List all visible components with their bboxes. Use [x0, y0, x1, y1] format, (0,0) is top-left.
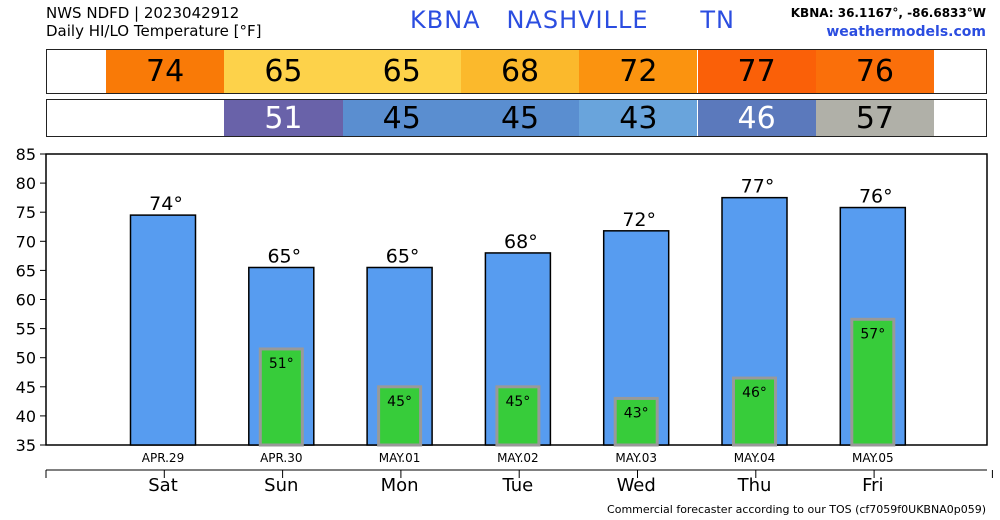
high-temp-cell: 68 [460, 50, 580, 93]
high-temp-strip: 74 65 65 68 72 77 76 [46, 49, 987, 94]
low-temp-cell: 43 [579, 100, 698, 136]
x-day-label: Wed [617, 475, 656, 496]
low-temp-cell: 45 [342, 100, 461, 136]
high-temp-cell: 77 [697, 50, 816, 93]
x-date-label: MAY.02 [497, 451, 539, 465]
footer-note: Commercial forecaster according to our T… [607, 503, 986, 516]
high-temp-cell: 65 [342, 50, 461, 93]
x-date-label: MAY.05 [852, 451, 894, 465]
y-tick-label: 35 [16, 436, 36, 455]
x-day-label: Sun [264, 475, 298, 496]
high-bar-label: 68° [504, 231, 538, 253]
low-bar [732, 376, 777, 447]
low-bar [495, 385, 541, 447]
y-tick-label: 45 [16, 378, 36, 397]
station-state: TN [700, 6, 735, 34]
x-day-label: Thu [737, 475, 772, 496]
product-subtitle: Daily HI/LO Temperature [°F] [46, 22, 262, 40]
high-bar-label: 65° [386, 245, 420, 267]
high-temp-cell: 76 [815, 50, 935, 93]
site-link[interactable]: weathermodels.com [826, 24, 986, 40]
station-coords: KBNA: 36.1167°, -86.6833°W [790, 6, 986, 20]
low-bar [258, 347, 304, 447]
y-tick-label: 40 [16, 407, 36, 426]
low-temp-cell: 57 [815, 100, 935, 136]
low-bar [377, 385, 423, 447]
high-bar-label: 74° [149, 193, 183, 215]
low-bar-label: 45° [505, 394, 530, 410]
low-temp-strip: 51 45 45 43 46 57 [46, 99, 987, 137]
station-name: NASHVILLE [506, 6, 649, 34]
y-tick-label: 75 [16, 203, 36, 222]
y-tick-label: 85 [16, 145, 36, 164]
x-day-label: Sat [148, 475, 178, 496]
low-bar [850, 317, 896, 447]
y-tick-label: 65 [16, 261, 36, 280]
x-day-label: Fri [862, 475, 883, 496]
high-temp-cell: 65 [224, 50, 343, 93]
high-bar [129, 214, 197, 446]
high-bar-label: 77° [741, 176, 775, 198]
low-temp-cell: 46 [697, 100, 816, 136]
x-date-label: APR.29 [142, 451, 184, 465]
station-title: KBNA NASHVILLE TN [410, 6, 735, 34]
high-bar-label: 76° [859, 186, 893, 208]
x-day-label: Tue [502, 475, 534, 496]
low-bar [613, 396, 659, 447]
y-tick-label: 60 [16, 291, 36, 310]
x-date-label: MAY.01 [379, 451, 421, 465]
x-date-label: APR.30 [260, 451, 302, 465]
low-bar-label: 43° [624, 405, 649, 421]
x-date-label: MAY.04 [734, 451, 776, 465]
low-bar-label: 45° [387, 394, 412, 410]
x-day-label: Mon [381, 475, 419, 496]
low-bar-label: 51° [269, 356, 294, 372]
x-date-label: MAY.03 [615, 451, 657, 465]
high-bar-label: 65° [267, 245, 301, 267]
low-bar-label: 46° [742, 385, 767, 401]
station-id: KBNA [410, 6, 481, 34]
low-bar-label: 57° [860, 326, 885, 342]
product-title: NWS NDFD | 2023042912 [46, 4, 240, 22]
high-temp-cell: 72 [579, 50, 698, 93]
low-temp-cell: 51 [224, 100, 343, 136]
y-tick-label: 70 [16, 232, 36, 251]
y-tick-label: 55 [16, 320, 36, 339]
high-bar-label: 72° [622, 209, 656, 231]
low-temp-cell: 45 [460, 100, 580, 136]
y-tick-label: 50 [16, 349, 36, 368]
y-tick-label: 80 [16, 174, 36, 193]
high-temp-cell: 74 [106, 50, 225, 93]
